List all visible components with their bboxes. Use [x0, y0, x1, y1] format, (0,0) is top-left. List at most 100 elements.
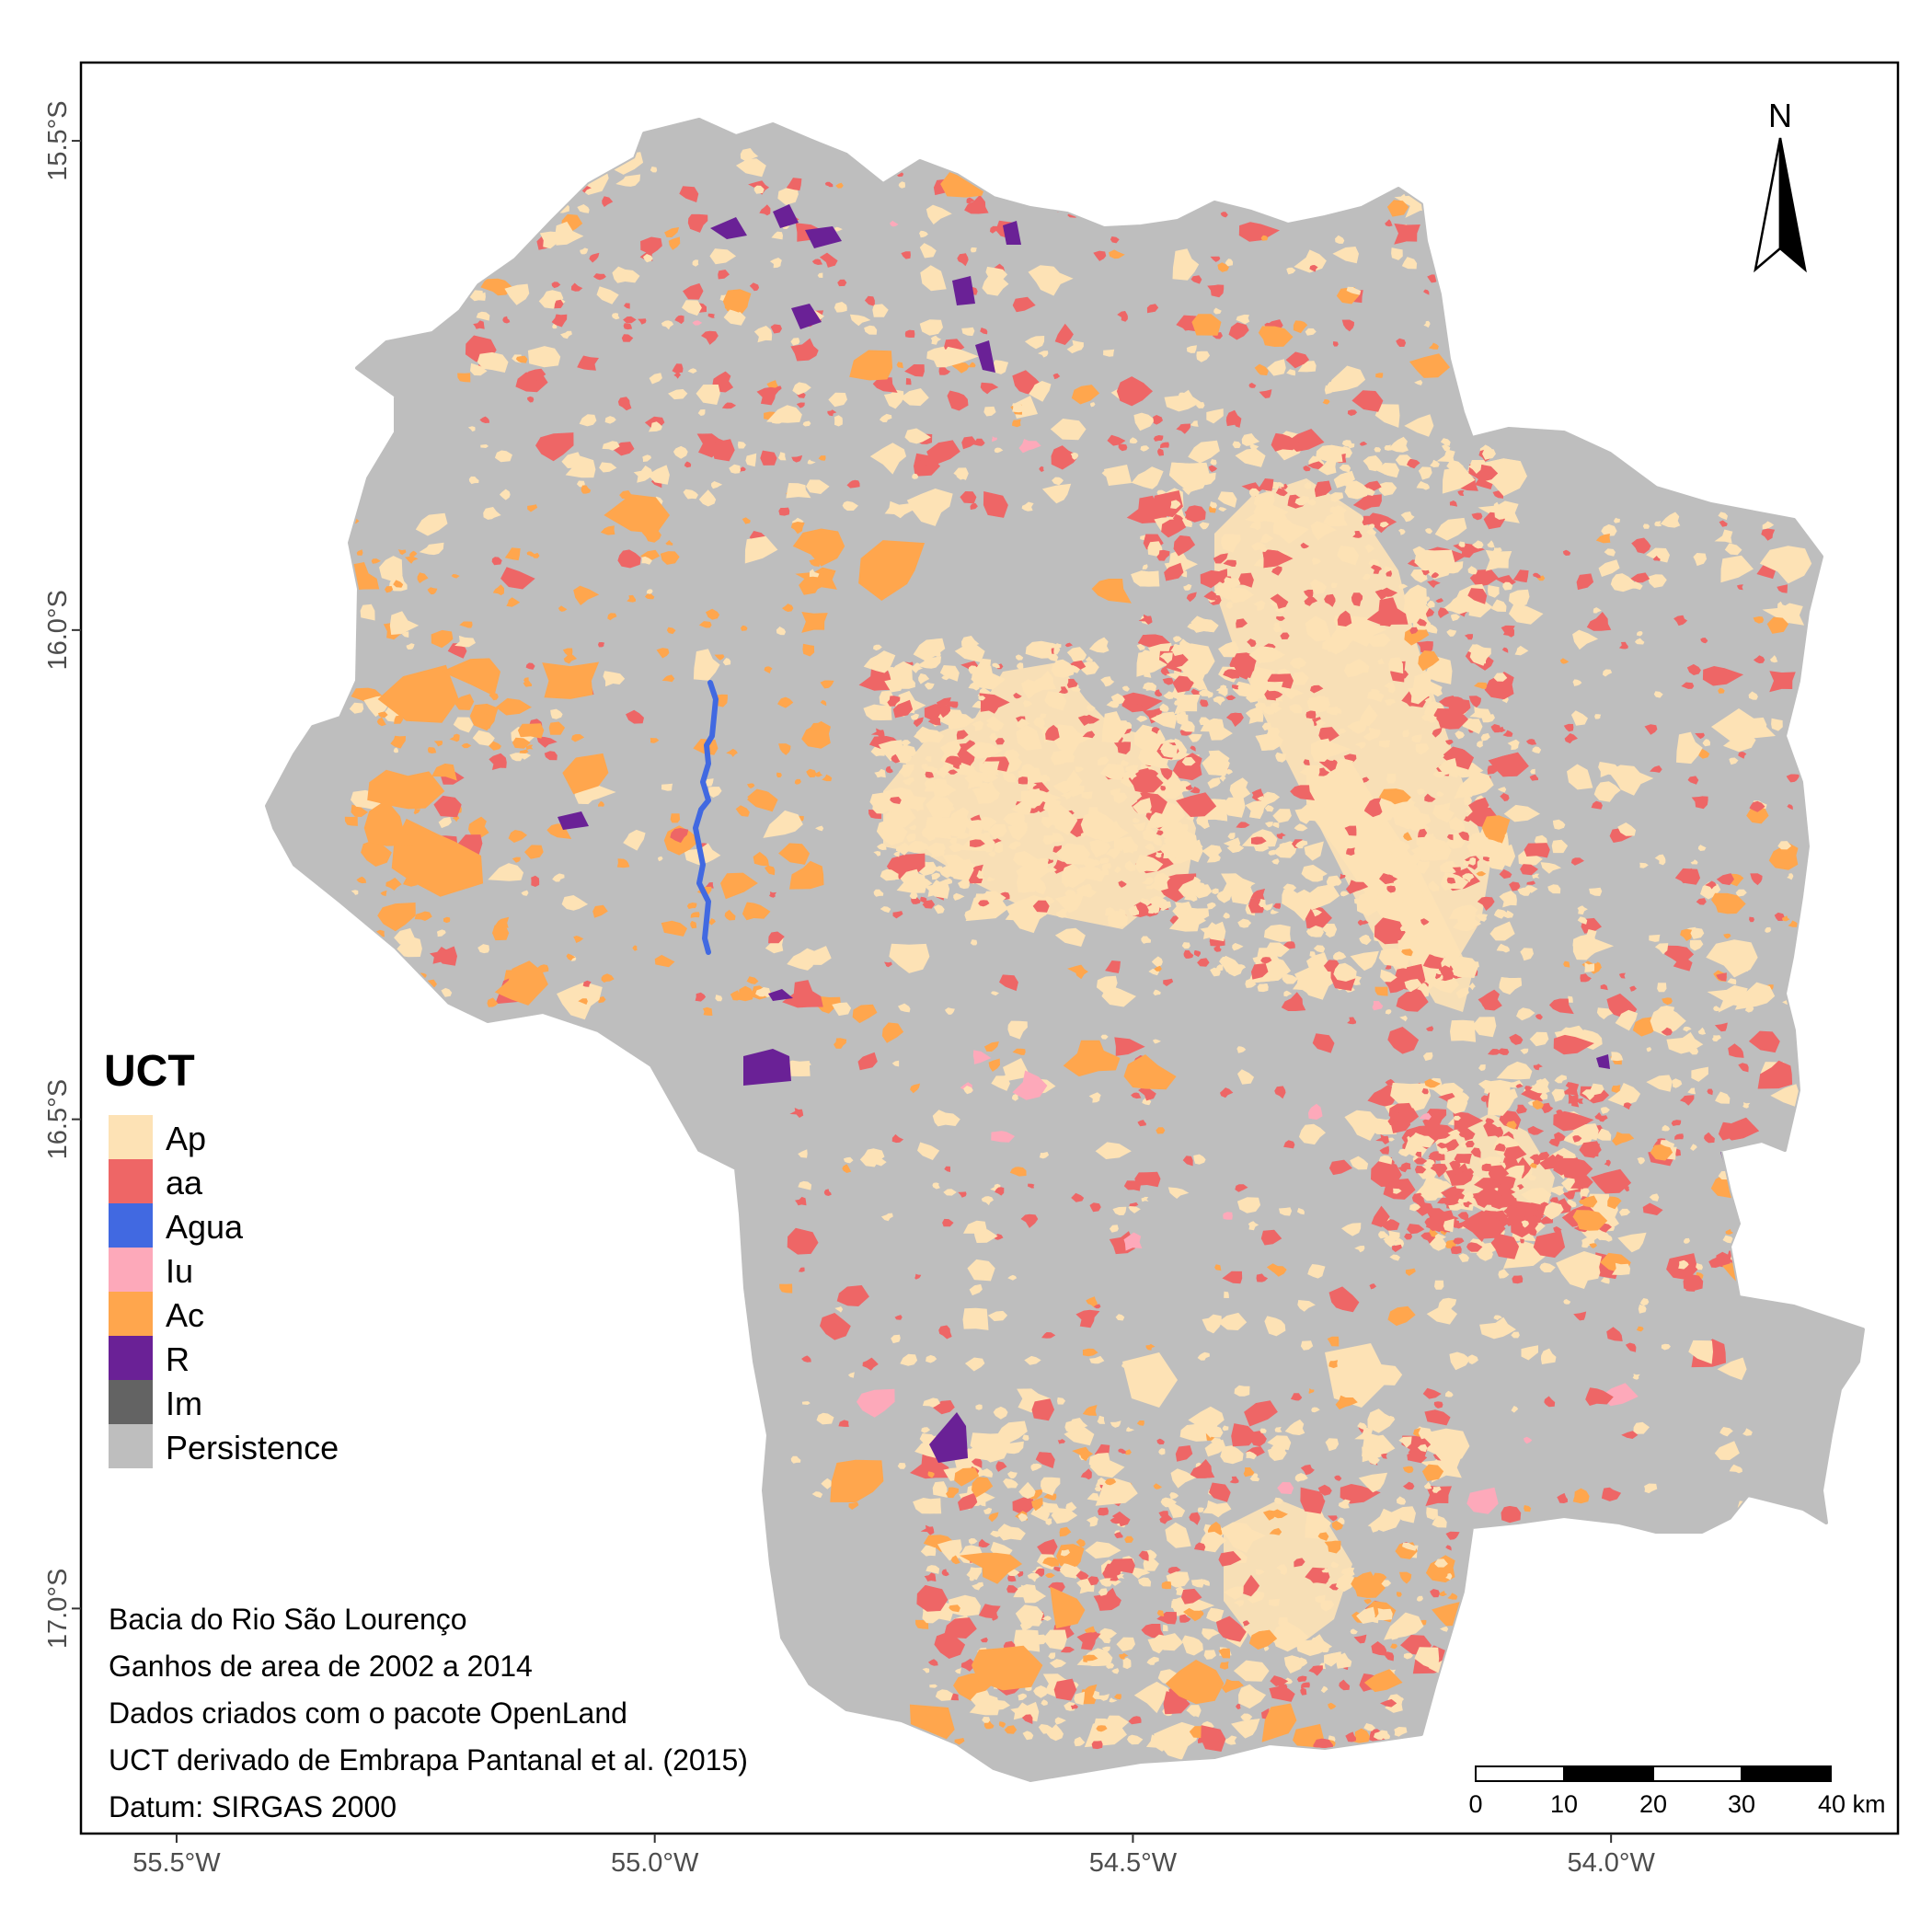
change-patch	[1163, 691, 1175, 699]
change-patch	[1708, 1257, 1719, 1268]
change-patch	[1190, 615, 1219, 633]
change-patch	[1249, 519, 1261, 531]
change-patch	[1501, 696, 1509, 704]
change-patch	[1181, 696, 1191, 702]
change-patch	[1352, 494, 1382, 511]
change-patch	[1424, 793, 1436, 802]
change-patch	[893, 851, 901, 857]
change-patch	[1390, 1082, 1432, 1113]
change-patch	[1236, 661, 1253, 678]
change-patch	[1468, 462, 1482, 474]
y-axis: 15.5°S 16.0°S 16.5°S 17.0°S	[43, 100, 81, 1649]
change-patch	[1294, 840, 1308, 849]
change-patch	[904, 795, 927, 811]
change-patch	[1241, 433, 1260, 446]
change-patch	[1404, 822, 1414, 829]
change-patch	[880, 906, 891, 914]
change-patch	[989, 734, 998, 742]
change-patch	[1530, 768, 1535, 775]
change-patch	[1446, 834, 1454, 841]
change-patch	[1101, 711, 1129, 743]
change-patch	[1411, 734, 1422, 742]
change-patch	[1415, 743, 1430, 755]
change-patch	[1690, 1144, 1697, 1151]
change-patch	[1101, 863, 1111, 869]
change-patch	[1364, 544, 1374, 553]
scale-label: 20	[1639, 1790, 1667, 1818]
change-patch	[1697, 845, 1707, 851]
change-patch	[1335, 758, 1353, 774]
change-patch	[1484, 854, 1507, 870]
change-patch	[1529, 1163, 1537, 1168]
scattered-change-patches	[338, 148, 1812, 1760]
change-patch	[1728, 1043, 1744, 1058]
change-patch	[1666, 1031, 1704, 1054]
change-patch	[1516, 1007, 1535, 1021]
change-patch	[1765, 926, 1772, 933]
change-patch	[1390, 800, 1415, 822]
change-patch	[1450, 1246, 1462, 1255]
change-patch	[1654, 521, 1662, 527]
change-patch	[1250, 889, 1265, 900]
change-patch	[1232, 681, 1255, 697]
change-patch	[1048, 867, 1057, 873]
change-patch	[922, 900, 936, 909]
change-patch	[1413, 849, 1422, 857]
change-patch	[1303, 589, 1314, 598]
change-patch	[1492, 547, 1502, 555]
change-patch	[1540, 862, 1562, 874]
change-patch	[1352, 531, 1363, 538]
change-patch	[1449, 816, 1466, 832]
change-patch	[1689, 939, 1704, 951]
legend-label: Iu	[166, 1252, 193, 1290]
change-patch	[1144, 672, 1152, 678]
change-patch	[1389, 1254, 1400, 1261]
change-patch	[1770, 1084, 1800, 1107]
change-patch	[1487, 540, 1495, 548]
change-patch	[1378, 788, 1411, 806]
change-patch	[1697, 749, 1710, 759]
change-patch	[1202, 753, 1230, 776]
change-patch	[1488, 827, 1505, 844]
change-patch	[1314, 480, 1332, 498]
change-patch	[1596, 1128, 1612, 1141]
change-patch	[1253, 844, 1270, 852]
change-patch	[1114, 866, 1121, 874]
change-patch	[1337, 610, 1352, 627]
change-patch	[995, 738, 1005, 745]
change-patch	[1337, 546, 1360, 566]
change-patch	[1409, 1203, 1421, 1212]
change-patch	[1464, 796, 1472, 806]
change-patch	[1329, 878, 1342, 886]
change-patch	[1276, 833, 1286, 840]
change-patch	[1673, 615, 1688, 627]
change-patch	[1054, 814, 1077, 835]
change-patch	[1450, 956, 1479, 978]
change-patch	[1418, 466, 1432, 480]
change-patch	[1150, 711, 1178, 729]
change-patch	[949, 837, 957, 845]
change-patch	[1614, 517, 1620, 523]
change-patch	[1253, 600, 1266, 611]
change-patch	[1570, 857, 1584, 866]
change-patch	[1488, 584, 1500, 598]
change-patch	[925, 880, 945, 897]
change-patch	[1213, 553, 1228, 564]
change-patch	[873, 851, 881, 857]
change-patch	[890, 797, 902, 804]
change-patch	[1716, 873, 1734, 886]
change-patch	[1324, 593, 1336, 607]
change-patch	[1508, 602, 1544, 625]
change-patch	[975, 820, 983, 824]
north-label: N	[1768, 97, 1792, 134]
change-patch	[916, 726, 945, 743]
change-patch	[1499, 977, 1523, 995]
change-patch	[895, 842, 913, 856]
change-patch	[992, 662, 1000, 669]
change-patch	[1048, 858, 1053, 865]
change-patch	[1671, 1120, 1682, 1126]
change-patch	[902, 740, 911, 746]
change-patch	[1577, 905, 1588, 915]
change-patch	[1468, 797, 1489, 814]
change-patch	[1656, 1006, 1675, 1021]
